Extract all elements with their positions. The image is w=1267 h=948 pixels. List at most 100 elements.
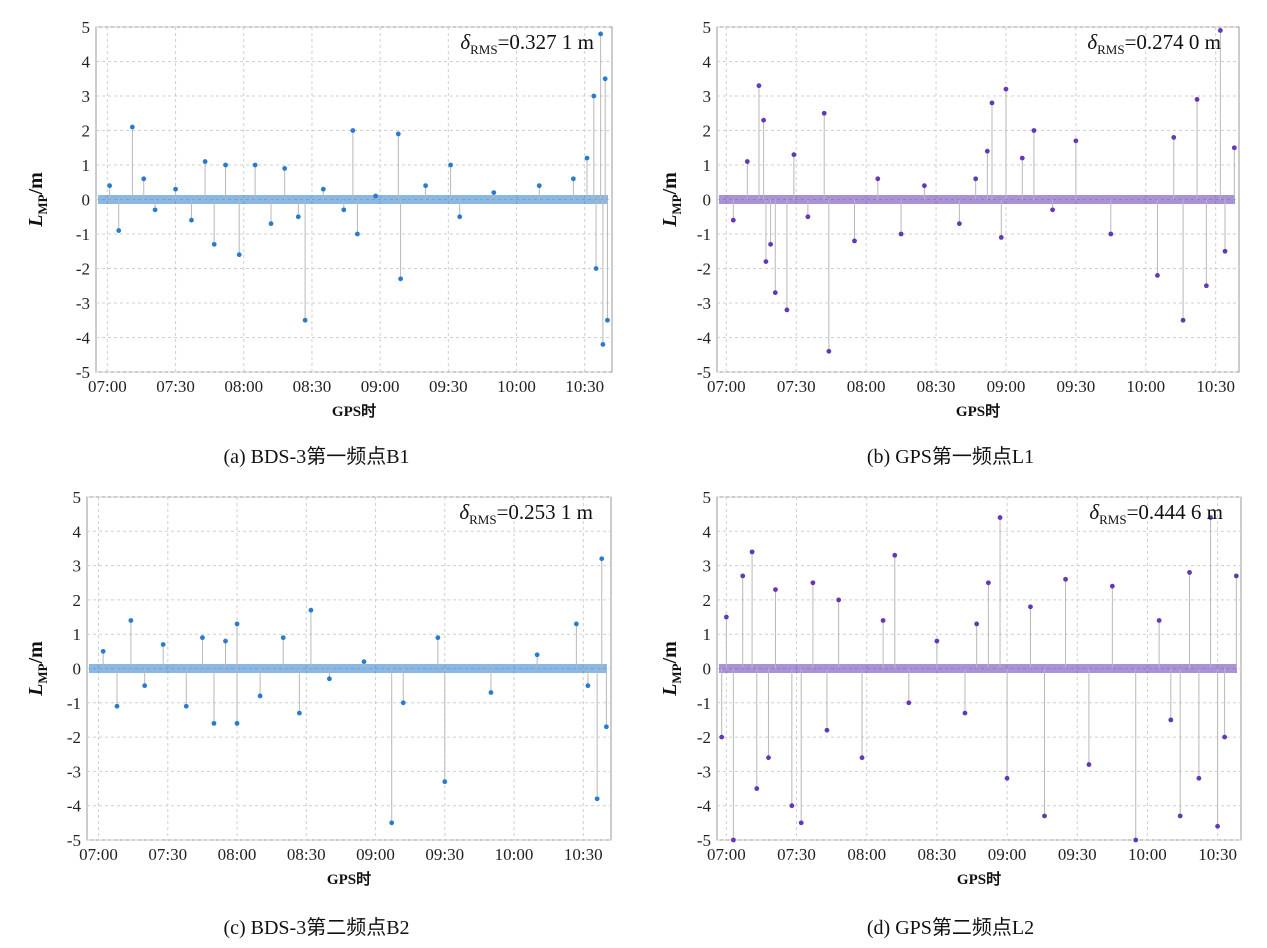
y-axis-label: LMP/m (25, 172, 50, 228)
y-label-main: L (25, 684, 47, 697)
data-point (160, 642, 166, 647)
x-tick-label: 09:30 (1057, 377, 1096, 396)
data-point (355, 231, 360, 237)
chart-svg-c: 5 4 3 2 1 0 -1 -2 -3 -4 -507:00 07:30 08:00 08:30 09:0… (25, 488, 612, 888)
y-tick-label: 2 (703, 591, 712, 610)
data-point (810, 580, 816, 586)
y-label-sub: MP (35, 663, 50, 683)
rms-subscript: RMS (1097, 42, 1124, 57)
y-tick-label: -2 (76, 260, 90, 279)
data-point (341, 207, 347, 213)
y-tick-label: -5 (697, 831, 711, 850)
rms-annotation: δRMS=0.327 1 m (460, 30, 594, 57)
rms-annotation: δRMS=0.253 1 m (459, 500, 593, 527)
data-point (1155, 273, 1160, 278)
y-tick-label: 5 (703, 488, 712, 507)
x-tick-label: 10:00 (497, 377, 536, 396)
rms-subscript: RMS (469, 512, 496, 527)
y-tick-label: -1 (697, 225, 711, 244)
y-tick-label: 2 (82, 122, 91, 141)
data-point (211, 720, 217, 726)
x-axis-label: GPS时 (327, 871, 371, 888)
data-point (984, 148, 990, 154)
y-tick-label: -4 (76, 329, 91, 348)
data-point (1031, 128, 1037, 133)
chart-svg-d: 5 4 3 2 1 0 -1 -2 -3 -4 -507:00 07:30 08:00 08:30 09:0… (659, 488, 1242, 888)
caption-b: (b) GPS第一频点L1 (866, 446, 1035, 468)
x-tick-label: 08:30 (917, 377, 956, 396)
data-point (605, 317, 610, 323)
y-tick-label: -1 (697, 694, 711, 713)
rms-subscript: RMS (1099, 512, 1126, 527)
data-point (859, 755, 865, 761)
data-point (423, 183, 429, 189)
y-tick-label: -4 (697, 329, 712, 348)
data-point (766, 755, 771, 761)
data-point (1050, 207, 1055, 213)
data-point (183, 703, 189, 709)
y-tick-label: 1 (703, 156, 712, 175)
rms-annotation: δRMS=0.274 0 m (1087, 30, 1221, 57)
data-point (128, 618, 134, 623)
data-point (236, 252, 242, 258)
y-tick-label: -1 (76, 225, 90, 244)
y-tick-label: 1 (703, 625, 712, 644)
rms-symbol: δ (459, 500, 470, 524)
y-tick-label: -2 (67, 728, 81, 747)
chart-panel-b: 5 4 3 2 1 0 -1 -2 -3 -4 -5 07:00 07:30 08:00 08:30 09:0… (634, 0, 1267, 474)
data-point (1042, 813, 1047, 819)
data-point (252, 162, 258, 168)
data-point (141, 176, 147, 182)
x-tick-label: 07:00 (79, 845, 118, 864)
data-point (852, 238, 857, 244)
data-point (107, 183, 113, 189)
data-point (1003, 86, 1009, 92)
x-tick-label: 07:30 (156, 377, 195, 396)
rms-symbol: δ (1087, 30, 1098, 54)
data-point (457, 214, 463, 220)
data-point (1108, 231, 1114, 237)
x-tick-label: 08:00 (847, 845, 886, 864)
data-point (875, 176, 881, 182)
y-tick-label: 3 (73, 557, 82, 576)
data-point (1196, 775, 1202, 781)
data-point (805, 214, 811, 220)
data-point (116, 228, 122, 233)
data-point (280, 635, 286, 641)
data-point (602, 76, 608, 82)
data-point (1180, 317, 1186, 323)
y-tick-label: 4 (73, 522, 82, 541)
caption-d: (d) GPS第二频点L2 (866, 917, 1035, 939)
x-tick-label: 09:00 (987, 377, 1026, 396)
x-tick-label: 09:30 (1058, 845, 1097, 864)
data-point (906, 700, 912, 706)
x-tick-label: 07:00 (707, 845, 746, 864)
data-point (836, 597, 842, 603)
data-point (282, 166, 288, 171)
data-point (898, 231, 904, 237)
data-point (998, 235, 1004, 240)
x-tick-label: 08:30 (287, 845, 326, 864)
data-point (400, 700, 406, 706)
y-tick-label: 1 (82, 156, 91, 175)
data-point (536, 183, 542, 189)
data-point (754, 786, 760, 791)
rms-subscript: RMS (470, 42, 497, 57)
y-label-unit: /m (659, 172, 681, 196)
data-point (772, 290, 778, 296)
data-point (600, 342, 606, 347)
data-point (361, 659, 367, 665)
x-tick-label: 08:30 (293, 377, 332, 396)
y-tick-label: 5 (82, 18, 91, 37)
data-point (435, 635, 441, 641)
y-label-main: L (659, 215, 681, 228)
data-point (223, 638, 228, 644)
data-point (114, 703, 120, 709)
chart-svg-a: 5 4 3 2 1 0 -1 -2 -3 -4 -507:00 07:30 08:00 08:30 09:0… (25, 18, 613, 420)
data-point (1019, 155, 1025, 161)
data-point (200, 635, 205, 641)
data-point (740, 573, 746, 579)
y-tick-label: -4 (67, 797, 82, 816)
data-point (826, 348, 832, 354)
y-tick-label: 2 (73, 591, 82, 610)
